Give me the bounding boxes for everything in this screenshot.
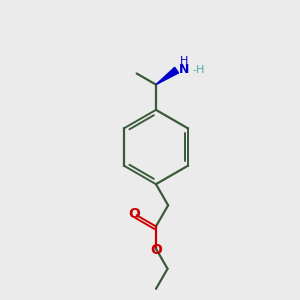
Polygon shape (156, 67, 178, 85)
Text: O: O (150, 243, 162, 257)
Text: O: O (128, 207, 140, 221)
Text: N: N (179, 63, 189, 76)
Text: -H: -H (192, 64, 205, 74)
Text: H: H (180, 56, 188, 66)
